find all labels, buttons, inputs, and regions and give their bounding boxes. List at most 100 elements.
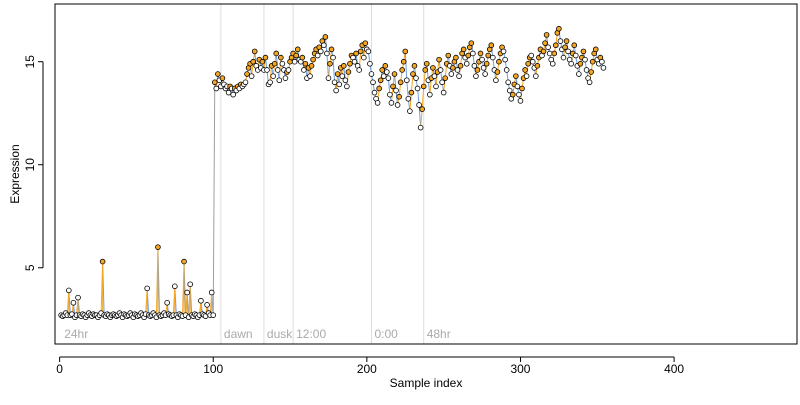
data-point (592, 46, 599, 53)
data-point (533, 73, 539, 79)
data-point (545, 44, 551, 51)
data-point (251, 48, 258, 55)
data-point (342, 77, 349, 84)
data-point (308, 63, 315, 69)
data-point (259, 58, 266, 65)
data-point (474, 67, 481, 73)
data-point (99, 258, 106, 265)
data-point (264, 67, 270, 73)
data-point (463, 60, 470, 67)
data-point (368, 71, 375, 77)
data-point (465, 52, 472, 59)
series-connector (332, 57, 336, 83)
data-point (66, 287, 72, 294)
data-point (187, 281, 193, 288)
y-tick-label: 5 (23, 264, 37, 271)
data-point (374, 100, 381, 106)
data-point (184, 289, 190, 296)
data-point (580, 48, 587, 55)
data-point (442, 75, 449, 81)
data-point (477, 50, 484, 57)
data-point (460, 46, 467, 53)
data-point (294, 46, 301, 53)
data-point (328, 46, 335, 53)
data-point (516, 91, 522, 98)
data-point (468, 40, 475, 46)
data-point (397, 79, 404, 86)
phase-marker-label: 12:00 (296, 327, 326, 341)
data-point (416, 102, 422, 108)
point-layer (58, 25, 607, 321)
y-axis-title: Expression (8, 144, 22, 203)
data-point (278, 54, 284, 61)
data-point (276, 77, 283, 84)
data-point (586, 79, 593, 86)
data-point (317, 48, 324, 55)
y-tick-label: 10 (23, 158, 37, 172)
data-point (490, 54, 496, 61)
data-point (549, 60, 556, 67)
data-point (470, 50, 476, 57)
data-point (293, 52, 299, 59)
data-point (457, 63, 464, 69)
data-point (576, 71, 582, 77)
connector-layer (60, 28, 604, 318)
data-point (420, 83, 427, 90)
x-tick-label: 100 (203, 362, 223, 376)
series-connector (409, 92, 412, 112)
data-point (248, 73, 255, 79)
data-point (347, 60, 353, 67)
data-point (577, 60, 584, 67)
data-point (299, 54, 306, 61)
data-point (546, 50, 553, 57)
data-point (325, 75, 332, 81)
data-point (344, 83, 350, 90)
data-point (588, 69, 594, 75)
data-point (572, 52, 579, 59)
data-point (419, 106, 425, 112)
data-point (473, 73, 479, 79)
data-point (583, 67, 590, 73)
data-point (394, 102, 401, 108)
data-point (310, 56, 316, 63)
data-point (225, 89, 232, 96)
series-connector (421, 86, 425, 110)
data-point (517, 98, 524, 104)
data-point (417, 124, 424, 131)
data-point (485, 52, 492, 59)
data-point (331, 79, 338, 86)
data-point (436, 56, 442, 63)
data-point (351, 58, 358, 65)
data-point (279, 60, 286, 67)
data-point (362, 40, 369, 46)
data-point (410, 71, 416, 77)
data-point (339, 73, 346, 79)
series-connector (410, 74, 414, 93)
data-point (437, 67, 444, 73)
data-point (519, 85, 525, 92)
data-point (502, 56, 508, 63)
data-point (453, 54, 459, 61)
data-point (543, 32, 550, 38)
data-point (356, 67, 362, 73)
data-point (70, 299, 77, 306)
data-point (388, 100, 395, 106)
data-point (479, 56, 485, 63)
data-point (423, 60, 430, 67)
data-point (213, 85, 220, 92)
series-connector (404, 51, 408, 81)
data-point (396, 93, 402, 100)
data-point (380, 73, 387, 79)
data-point (523, 73, 530, 79)
data-point (208, 289, 215, 296)
data-point (422, 67, 429, 73)
data-point (321, 42, 327, 49)
data-point (291, 58, 298, 65)
data-point (219, 75, 226, 81)
data-point (403, 77, 410, 84)
data-point (307, 73, 313, 79)
data-point (488, 42, 495, 49)
data-point (242, 79, 249, 86)
